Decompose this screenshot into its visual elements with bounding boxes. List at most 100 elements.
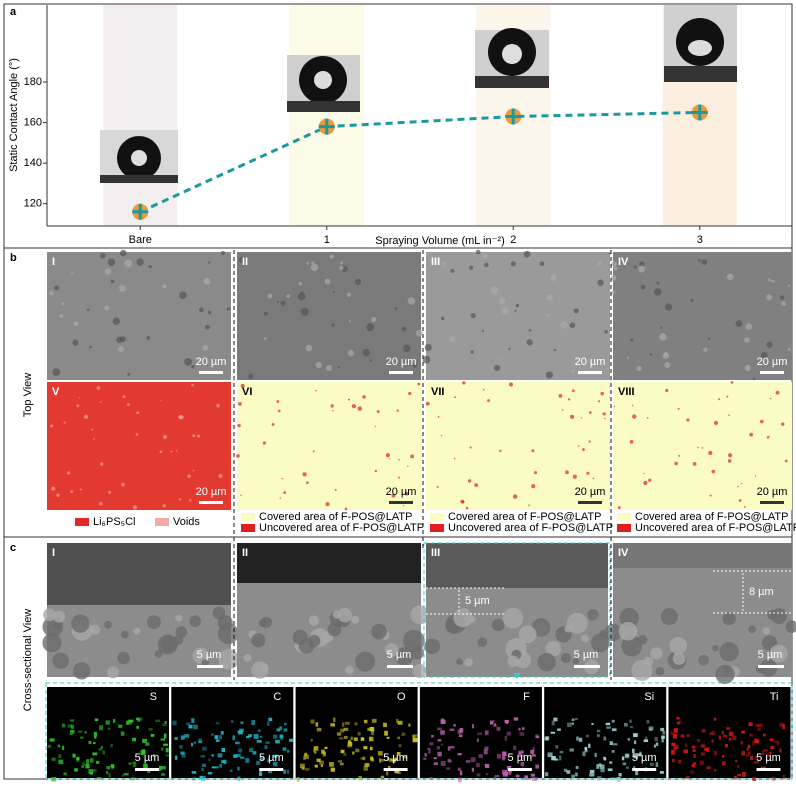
y-tick-label: 180 — [24, 76, 42, 88]
texture — [344, 507, 348, 511]
map-dots — [364, 763, 370, 767]
map-dots — [755, 739, 760, 744]
map-dots — [402, 755, 408, 759]
texture — [178, 414, 183, 420]
texture — [298, 282, 303, 286]
map-dots — [459, 770, 463, 776]
map-dots — [107, 727, 111, 730]
map-dots — [239, 728, 244, 732]
map-dots — [128, 762, 132, 765]
texture — [686, 418, 690, 422]
texture — [692, 462, 697, 466]
micrograph — [613, 382, 792, 510]
map-dots — [771, 776, 776, 781]
map-dots — [690, 770, 694, 774]
texture — [351, 403, 357, 409]
map-dots — [236, 753, 241, 757]
texture — [626, 356, 630, 359]
map-dots — [229, 769, 233, 772]
map-dots — [429, 776, 433, 781]
texture — [43, 608, 57, 622]
map-dots — [397, 736, 401, 740]
scale-label: 5 µm — [135, 752, 160, 764]
image-label: III — [431, 256, 440, 268]
texture — [325, 502, 330, 507]
texture — [728, 453, 733, 458]
map-dots — [741, 730, 746, 734]
texture — [539, 261, 545, 267]
micrograph — [237, 382, 421, 510]
map-dots — [296, 777, 300, 782]
map-dots — [248, 734, 252, 738]
scale-label: 5 µm — [756, 752, 781, 764]
texture — [340, 261, 344, 265]
map-dots — [424, 753, 427, 757]
texture — [148, 265, 152, 269]
map-dots — [611, 728, 617, 732]
texture — [698, 259, 701, 262]
map-dots — [504, 719, 509, 723]
texture — [357, 406, 363, 411]
texture — [580, 417, 582, 419]
map-dots — [559, 751, 564, 754]
texture — [91, 428, 94, 431]
texture — [192, 469, 195, 472]
map-dots — [752, 740, 755, 746]
texture — [207, 261, 211, 264]
map-dots — [471, 767, 475, 772]
texture — [408, 391, 412, 396]
texture — [523, 250, 531, 258]
texture — [621, 635, 643, 657]
map-dots — [201, 768, 204, 772]
map-dots — [370, 756, 374, 761]
map-dots — [344, 721, 350, 725]
map-dots — [49, 738, 55, 742]
texture — [784, 459, 788, 463]
texture — [560, 321, 568, 329]
texture — [604, 417, 606, 420]
texture — [311, 261, 315, 265]
texture — [528, 328, 532, 332]
map-dots — [607, 768, 613, 772]
map-dots — [276, 728, 281, 732]
texture — [100, 252, 106, 259]
texture — [490, 286, 499, 295]
map-dots — [198, 738, 202, 743]
map-dots — [217, 753, 223, 758]
texture — [207, 310, 212, 314]
map-dots — [313, 751, 317, 754]
texture — [104, 268, 112, 275]
map-dots — [728, 731, 734, 737]
map-dots — [742, 771, 746, 777]
map-dots — [584, 746, 588, 751]
map-dots — [371, 718, 377, 723]
map-dots — [485, 763, 490, 768]
map-dots — [94, 718, 99, 722]
texture — [726, 395, 729, 398]
texture — [306, 481, 309, 485]
map-dots — [575, 766, 579, 769]
texture — [481, 329, 485, 332]
texture — [629, 439, 634, 444]
texture — [374, 469, 378, 473]
texture — [410, 605, 430, 625]
map-dots — [459, 727, 464, 733]
map-dots — [547, 752, 553, 758]
map-dots — [721, 755, 725, 758]
map-dots — [773, 740, 779, 743]
map-dots — [93, 742, 96, 745]
map-dots — [477, 732, 482, 736]
map-dots — [603, 736, 607, 741]
texture — [104, 620, 112, 629]
map-dots — [574, 718, 578, 721]
texture — [240, 383, 245, 388]
map-dots — [110, 743, 113, 748]
map-dots — [174, 755, 178, 760]
texture — [127, 403, 130, 406]
map-dots — [453, 724, 456, 727]
map-dots — [246, 735, 250, 739]
map-dots — [394, 768, 400, 774]
texture — [690, 298, 694, 302]
texture — [163, 434, 168, 440]
texture — [728, 414, 730, 416]
